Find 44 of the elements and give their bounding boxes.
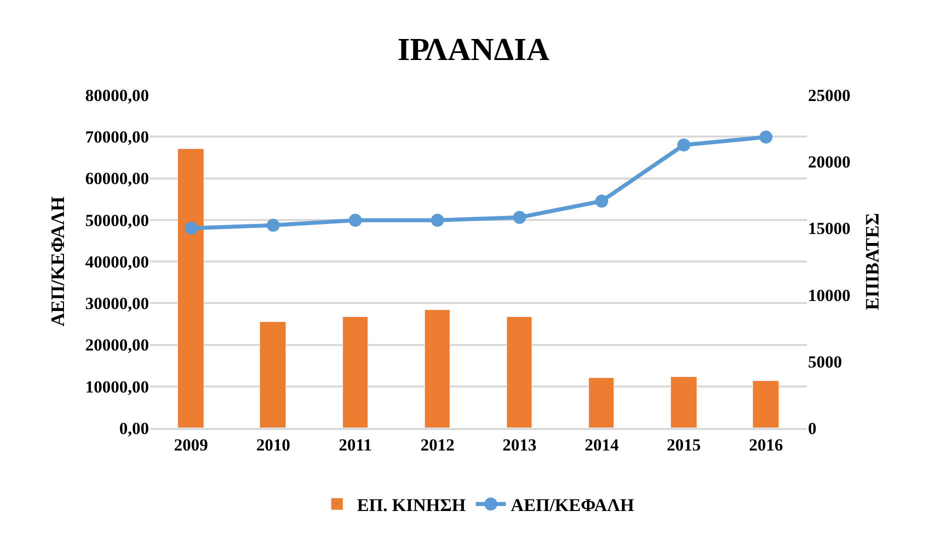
x-tick-label: 2011: [338, 435, 372, 454]
x-tick-label: 2009: [174, 435, 208, 454]
point: [430, 214, 444, 227]
bar: [342, 316, 368, 428]
y-tick-label: 40000,00: [85, 252, 149, 272]
point: [266, 218, 280, 232]
y-tick-label: 20000,00: [85, 336, 149, 355]
point: [759, 130, 772, 144]
bar: [260, 322, 286, 428]
y-tick-label: 0,00: [119, 418, 149, 438]
x-tick-label: 2016: [748, 435, 783, 454]
y-tick-label: 50000,00: [85, 210, 149, 230]
y2-axis-title: ΕΠΙΒΑΤΕΣ: [862, 212, 884, 310]
bar: [588, 378, 614, 428]
y2-tick-label: 5000: [808, 352, 842, 372]
bar: [178, 148, 204, 428]
x-tick-label: 2014: [584, 435, 620, 454]
y-tick-label: 30000,00: [85, 294, 149, 314]
y2-tick-label: 0: [808, 418, 816, 438]
y-tick-label: 10000,00: [85, 377, 149, 396]
y-tick-label: 60000,00: [85, 169, 149, 188]
y-tick-label: 70000,00: [85, 128, 149, 147]
y2-tick-label: 15000: [808, 219, 850, 238]
bar: [424, 310, 450, 428]
point: [677, 138, 690, 152]
bar: [506, 316, 532, 428]
legend-label: ΕΠ. ΚΙΝΗΣΗ: [357, 495, 466, 515]
x-tick-label: 2012: [420, 435, 454, 454]
y2-tick-label: 20000: [808, 152, 850, 172]
y-tick-label: 80000,00: [85, 86, 149, 105]
point: [348, 214, 362, 227]
bar: [670, 376, 697, 428]
point: [513, 210, 526, 224]
x-tick-label: 2010: [256, 435, 290, 454]
chart-title: ΙΡΛΑΝΔΙΑ: [397, 30, 550, 67]
x-tick-label: 2015: [666, 435, 701, 454]
x-tick-label: 2013: [502, 435, 537, 454]
bar: [752, 380, 779, 428]
legend-label: ΑΕΠ/ΚΕΦΑΛΗ: [510, 495, 634, 515]
y2-tick-label: 10000: [808, 286, 850, 305]
y2-tick-label: 25000: [808, 86, 850, 105]
point: [595, 194, 608, 208]
point: [184, 222, 198, 235]
y-axis-title: ΑΕΠ/ΚΕΦΑΛΗ: [48, 196, 70, 327]
